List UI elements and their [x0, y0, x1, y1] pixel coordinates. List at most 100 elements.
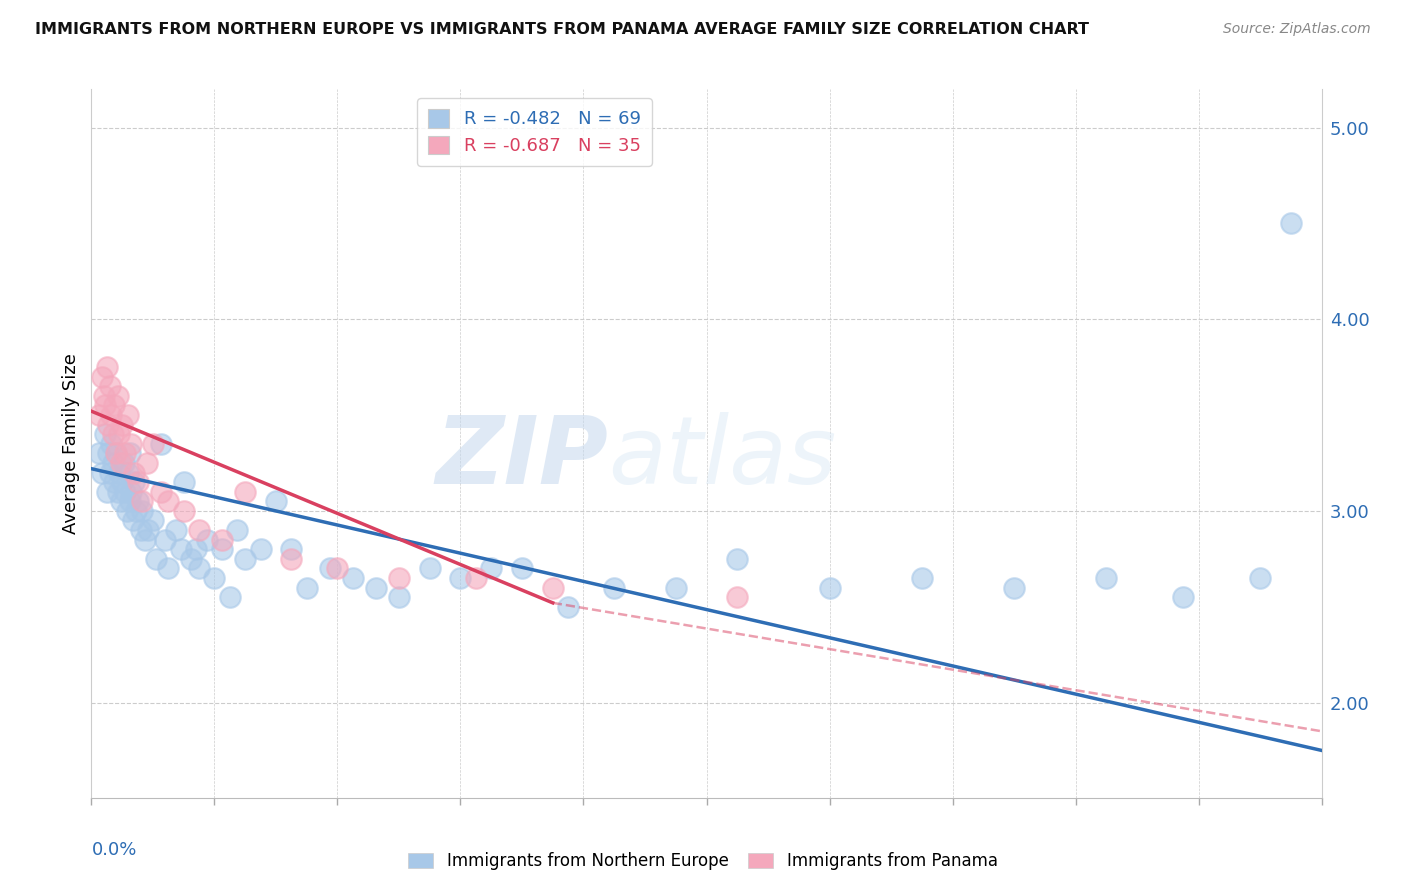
Point	[725, 590, 748, 604]
Point	[107, 484, 129, 499]
Point	[510, 561, 533, 575]
Point	[120, 436, 142, 450]
Point	[120, 484, 142, 499]
Point	[419, 561, 441, 575]
Point	[665, 581, 688, 595]
Point	[118, 446, 141, 460]
Point	[195, 533, 218, 547]
Point	[142, 436, 165, 450]
Point	[169, 542, 191, 557]
Point	[280, 551, 302, 566]
Point	[388, 590, 411, 604]
Point	[603, 581, 626, 595]
Legend: Immigrants from Northern Europe, Immigrants from Panama: Immigrants from Northern Europe, Immigra…	[402, 846, 1004, 877]
Point	[364, 581, 387, 595]
Point	[1173, 590, 1195, 604]
Point	[96, 484, 118, 499]
Text: IMMIGRANTS FROM NORTHERN EUROPE VS IMMIGRANTS FROM PANAMA AVERAGE FAMILY SIZE CO: IMMIGRANTS FROM NORTHERN EUROPE VS IMMIG…	[35, 22, 1090, 37]
Point	[136, 523, 159, 537]
Point	[173, 504, 195, 518]
Point	[180, 551, 202, 566]
Point	[725, 551, 748, 566]
Point	[184, 542, 207, 557]
Point	[479, 561, 502, 575]
Point	[1249, 571, 1271, 585]
Point	[114, 446, 136, 460]
Text: ZIP: ZIP	[436, 412, 607, 504]
Point	[1002, 581, 1025, 595]
Point	[100, 408, 122, 422]
Point	[103, 399, 125, 413]
Point	[464, 571, 486, 585]
Point	[131, 494, 153, 508]
Point	[218, 590, 240, 604]
Point	[157, 494, 180, 508]
Point	[125, 504, 148, 518]
Point	[98, 466, 121, 480]
Point	[115, 504, 138, 518]
Point	[135, 456, 157, 470]
Point	[188, 523, 211, 537]
Point	[1279, 216, 1302, 230]
Point	[233, 551, 256, 566]
Point	[103, 475, 125, 489]
Point	[541, 581, 564, 595]
Point	[97, 417, 120, 432]
Point	[211, 533, 233, 547]
Point	[134, 533, 156, 547]
Point	[127, 475, 149, 489]
Point	[100, 436, 122, 450]
Point	[249, 542, 271, 557]
Point	[117, 466, 139, 480]
Point	[110, 494, 132, 508]
Point	[98, 379, 121, 393]
Point	[149, 484, 172, 499]
Point	[131, 504, 153, 518]
Point	[142, 513, 165, 527]
Point	[157, 561, 180, 575]
Point	[112, 456, 135, 470]
Legend: R = -0.482   N = 69, R = -0.687   N = 35: R = -0.482 N = 69, R = -0.687 N = 35	[418, 98, 651, 166]
Text: Source: ZipAtlas.com: Source: ZipAtlas.com	[1223, 22, 1371, 37]
Point	[557, 599, 579, 614]
Point	[127, 494, 149, 508]
Point	[188, 561, 211, 575]
Point	[105, 446, 127, 460]
Point	[97, 446, 120, 460]
Point	[91, 466, 114, 480]
Point	[93, 389, 115, 403]
Point	[233, 484, 256, 499]
Point	[118, 494, 141, 508]
Point	[911, 571, 934, 585]
Point	[326, 561, 349, 575]
Point	[295, 581, 318, 595]
Point	[111, 475, 134, 489]
Point	[280, 542, 302, 557]
Point	[342, 571, 364, 585]
Point	[211, 542, 233, 557]
Point	[145, 551, 167, 566]
Point	[449, 571, 471, 585]
Point	[319, 561, 342, 575]
Point	[91, 369, 114, 384]
Text: atlas: atlas	[607, 412, 837, 503]
Point	[108, 466, 131, 480]
Point	[101, 456, 124, 470]
Point	[117, 408, 139, 422]
Point	[122, 513, 145, 527]
Point	[111, 417, 134, 432]
Point	[202, 571, 225, 585]
Y-axis label: Average Family Size: Average Family Size	[62, 353, 80, 534]
Point	[96, 360, 118, 375]
Point	[129, 523, 152, 537]
Point	[94, 399, 117, 413]
Point	[1095, 571, 1118, 585]
Point	[108, 427, 131, 442]
Point	[264, 494, 287, 508]
Point	[818, 581, 841, 595]
Point	[87, 408, 110, 422]
Point	[94, 427, 117, 442]
Point	[124, 466, 146, 480]
Point	[226, 523, 249, 537]
Point	[173, 475, 195, 489]
